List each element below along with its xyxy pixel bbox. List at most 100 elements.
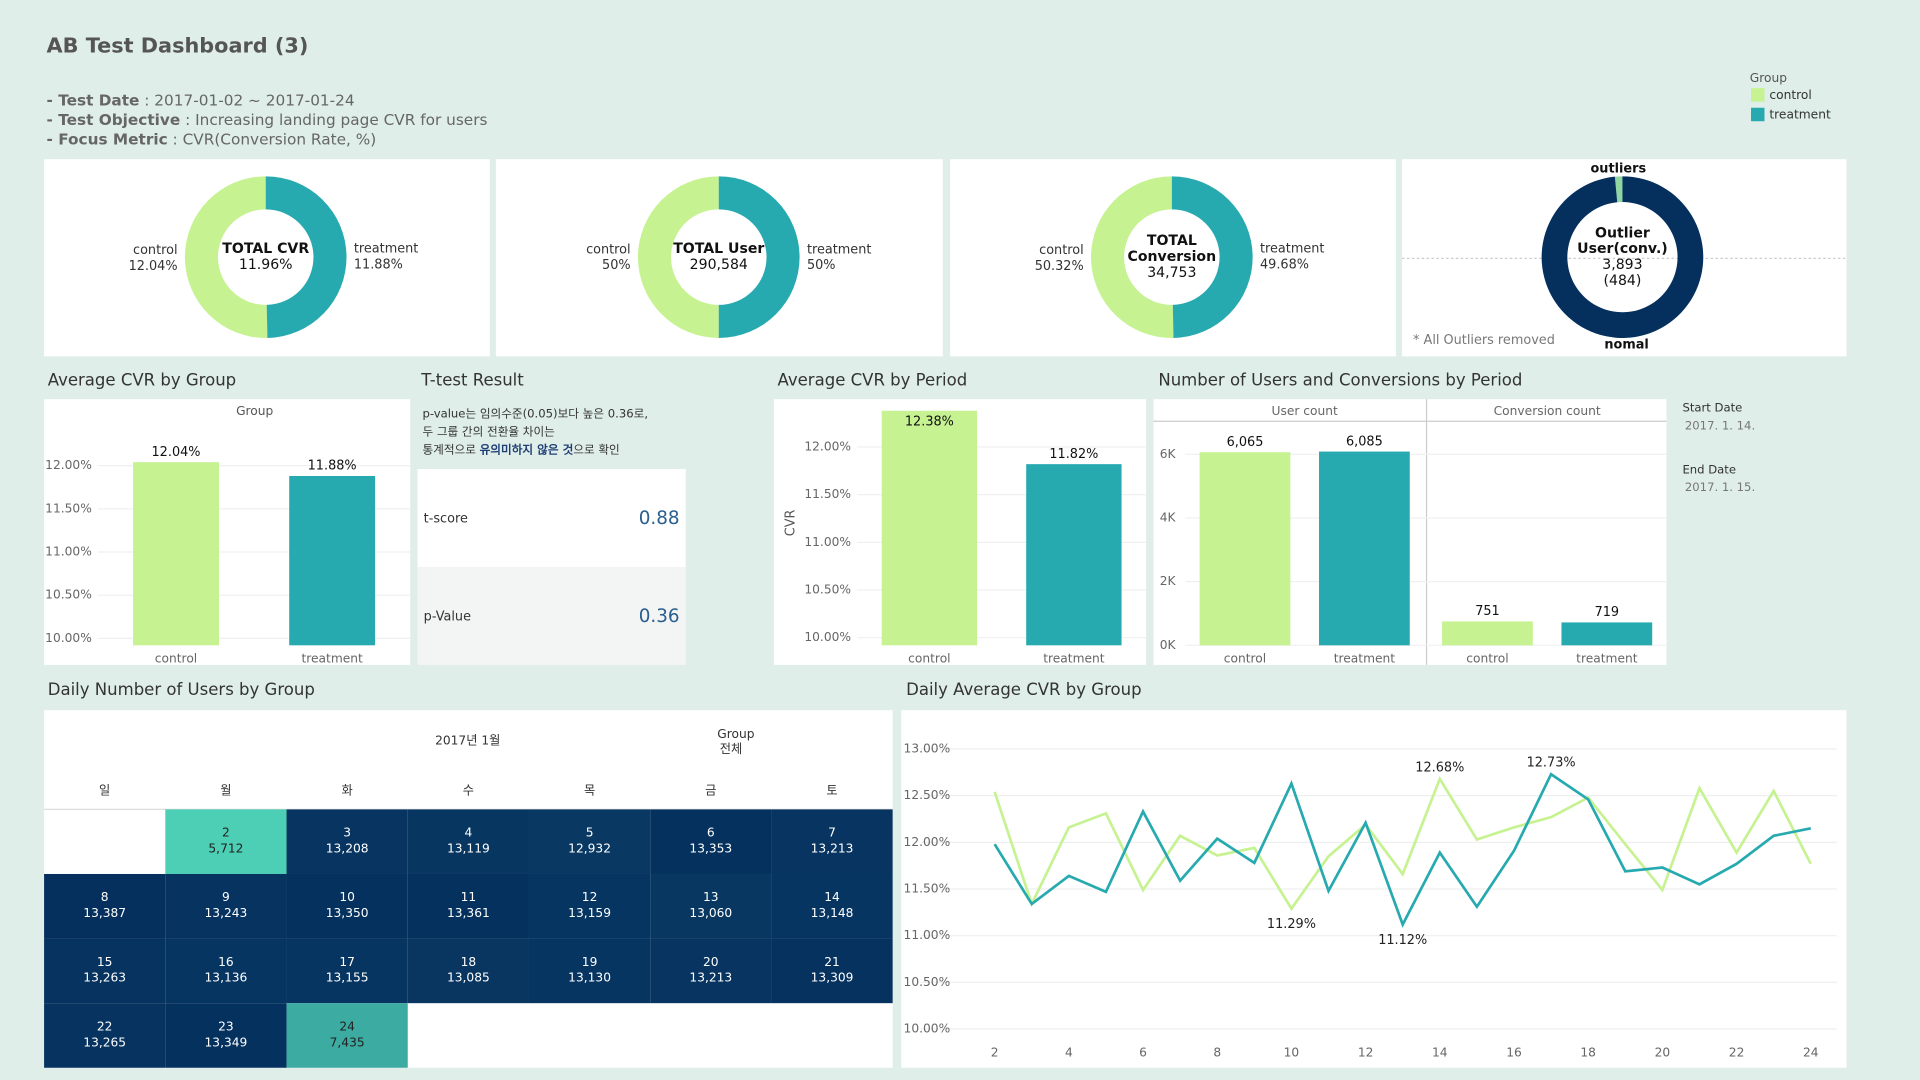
slice-label: control <box>586 242 631 257</box>
y-tick-label: 11.00% <box>904 928 951 942</box>
x-tick-label: control <box>155 651 197 665</box>
line <box>993 772 1812 928</box>
day-number: 22 <box>97 1019 113 1033</box>
day-number: 5 <box>586 826 594 840</box>
day-number: 3 <box>343 826 351 840</box>
slice-label: control <box>133 243 178 258</box>
info-value: : Increasing landing page CVR for users <box>180 111 487 129</box>
donut-center: User(conv.) <box>1577 241 1668 257</box>
x-tick-label: treatment <box>1334 651 1396 665</box>
weekday: 월 <box>220 784 231 798</box>
donut-center: 290,584 <box>690 257 748 273</box>
donut-center: 3,893 <box>1602 257 1642 273</box>
weekday: 일 <box>99 784 110 798</box>
info-label: - Focus Metric <box>47 130 168 148</box>
note-emphasis: 유의미하지 않은 것 <box>480 442 574 456</box>
value-label: 6,065 <box>1227 435 1264 450</box>
calendar-cell <box>407 873 529 939</box>
y-tick-label: 12.50% <box>904 788 951 802</box>
day-number: 8 <box>101 890 109 904</box>
calendar-cell <box>165 873 287 939</box>
calendar-cell <box>771 938 893 1004</box>
weekday: 수 <box>463 784 474 798</box>
calendar-cell <box>771 873 893 939</box>
x-tick-label: 6 <box>1139 1046 1147 1060</box>
legend-label: treatment <box>1769 108 1831 122</box>
calendar-cell <box>528 938 651 1004</box>
calendar-cell <box>771 809 893 874</box>
legend-label: control <box>1769 88 1811 102</box>
value-label: 12.38% <box>905 414 954 429</box>
donut-slice <box>637 176 719 338</box>
donut-center: TOTAL User <box>673 241 764 257</box>
weekday: 금 <box>705 784 716 798</box>
info-line: - Test Objective : Increasing landing pa… <box>47 111 488 129</box>
section-title: Daily Average CVR by Group <box>906 680 1141 699</box>
info-line: - Focus Metric : CVR(Conversion Rate, %) <box>47 130 377 148</box>
x-tick-label: 24 <box>1803 1046 1819 1060</box>
day-value: 13,353 <box>689 842 732 856</box>
day-number: 4 <box>464 826 472 840</box>
value-label: 6,085 <box>1346 434 1383 449</box>
day-value: 13,208 <box>326 842 369 856</box>
x-tick-label: control <box>1466 651 1508 665</box>
slice-value: 50% <box>807 258 836 273</box>
slice-label: treatment <box>807 242 871 257</box>
day-number: 18 <box>461 955 477 969</box>
note-text: 통계적으로 <box>422 442 479 456</box>
day-value: 13,263 <box>83 971 126 985</box>
point-label: 12.68% <box>1415 760 1464 775</box>
donut-slice <box>265 176 347 338</box>
slice-value: 50% <box>602 258 631 273</box>
y-tick-label: 12.00% <box>904 835 951 849</box>
y-tick-label: 10.50% <box>45 588 92 602</box>
value-label: 12.04% <box>152 445 201 460</box>
x-tick-label: 22 <box>1729 1046 1745 1060</box>
x-tick-label: treatment <box>1576 651 1638 665</box>
day-value: 13,213 <box>811 842 854 856</box>
note-line: p-value는 임의수준(0.05)보다 높은 0.36로, <box>422 406 648 420</box>
note-line: 두 그룹 간의 전환율 차이는 <box>422 425 555 439</box>
month-label: 2017년 1월 <box>435 733 500 747</box>
day-value: 13,136 <box>205 971 248 985</box>
y-tick-label: 10.00% <box>804 630 851 644</box>
donut-center: 11.96% <box>239 257 293 273</box>
day-number: 12 <box>582 890 598 904</box>
calendar-cell <box>286 873 408 939</box>
calendar-cell <box>650 873 772 939</box>
bar <box>881 410 978 646</box>
day-number: 2 <box>222 826 230 840</box>
y-tick-label: 0K <box>1160 638 1177 652</box>
bar <box>1199 452 1291 646</box>
dashboard-title: AB Test Dashboard (3) <box>47 34 309 58</box>
chart-subtitle: Group <box>236 404 273 418</box>
group-label: Group <box>717 727 754 741</box>
day-number: 23 <box>218 1019 234 1033</box>
y-tick-label: 2K <box>1160 574 1177 588</box>
y-tick-label: 6K <box>1160 447 1177 461</box>
day-number: 6 <box>707 826 715 840</box>
bar <box>1026 464 1122 646</box>
facet-header: User count <box>1272 404 1338 418</box>
x-tick-label: 10 <box>1284 1046 1300 1060</box>
day-value: 13,213 <box>689 971 732 985</box>
day-value: 13,387 <box>83 906 126 920</box>
slice-value: 12.04% <box>129 259 178 274</box>
calendar-cell <box>528 809 651 874</box>
section-title: Number of Users and Conversions by Perio… <box>1158 370 1522 389</box>
y-tick-label: 12.00% <box>45 458 92 472</box>
day-number: 10 <box>339 890 355 904</box>
slice-value: 11.88% <box>354 257 403 272</box>
slice-label: nomal <box>1604 338 1648 353</box>
value-label: 11.88% <box>308 459 357 474</box>
info-line: - Test Date : 2017-01-02 ~ 2017-01-24 <box>47 91 355 109</box>
slice-value: 50.32% <box>1035 259 1084 274</box>
donut-slice <box>1614 176 1623 203</box>
slice-label: outliers <box>1590 162 1646 177</box>
donut-slice <box>718 176 800 338</box>
period-value: 2017. 1. 14. <box>1685 419 1755 433</box>
section-title: Average CVR by Group <box>48 370 236 389</box>
donut-slice <box>184 176 268 338</box>
x-tick-label: 8 <box>1213 1046 1221 1060</box>
donut-center: (484) <box>1604 273 1642 289</box>
